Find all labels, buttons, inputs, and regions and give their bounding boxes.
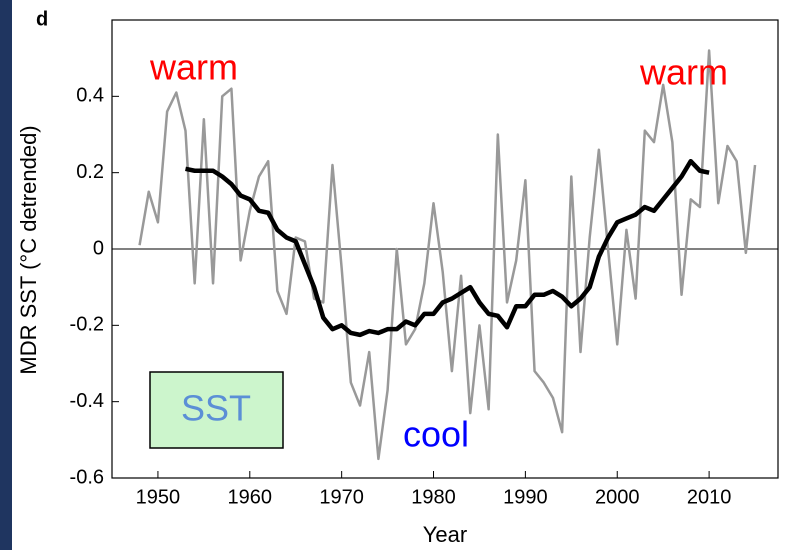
annotation: warm bbox=[639, 52, 728, 93]
panel-label: d bbox=[36, 8, 48, 30]
y-tick-label: -0.6 bbox=[70, 466, 104, 488]
annotation: cool bbox=[403, 414, 469, 455]
y-tick-label: 0.2 bbox=[76, 161, 104, 183]
data-line bbox=[138, 49, 757, 461]
inset-label: SST bbox=[181, 388, 251, 429]
x-tick-label: 1960 bbox=[228, 486, 273, 508]
x-tick-label: 1950 bbox=[136, 486, 181, 508]
x-tick-label: 1970 bbox=[319, 486, 364, 508]
side-strip bbox=[0, 0, 12, 550]
annotation: warm bbox=[149, 47, 238, 88]
x-axis-label: Year bbox=[423, 522, 467, 547]
x-tick-label: 1990 bbox=[503, 486, 548, 508]
y-tick-label: 0 bbox=[93, 237, 104, 259]
x-tick-label: 2010 bbox=[687, 486, 732, 508]
y-tick-label: -0.4 bbox=[70, 390, 104, 412]
x-tick-label: 1980 bbox=[411, 486, 456, 508]
y-axis-label: MDR SST (°C detrended) bbox=[16, 125, 41, 374]
inset-box bbox=[149, 371, 284, 449]
y-tick-label: 0.4 bbox=[76, 85, 104, 107]
x-tick-label: 2000 bbox=[595, 486, 640, 508]
data-line bbox=[185, 158, 710, 338]
y-tick-label: -0.2 bbox=[70, 314, 104, 336]
